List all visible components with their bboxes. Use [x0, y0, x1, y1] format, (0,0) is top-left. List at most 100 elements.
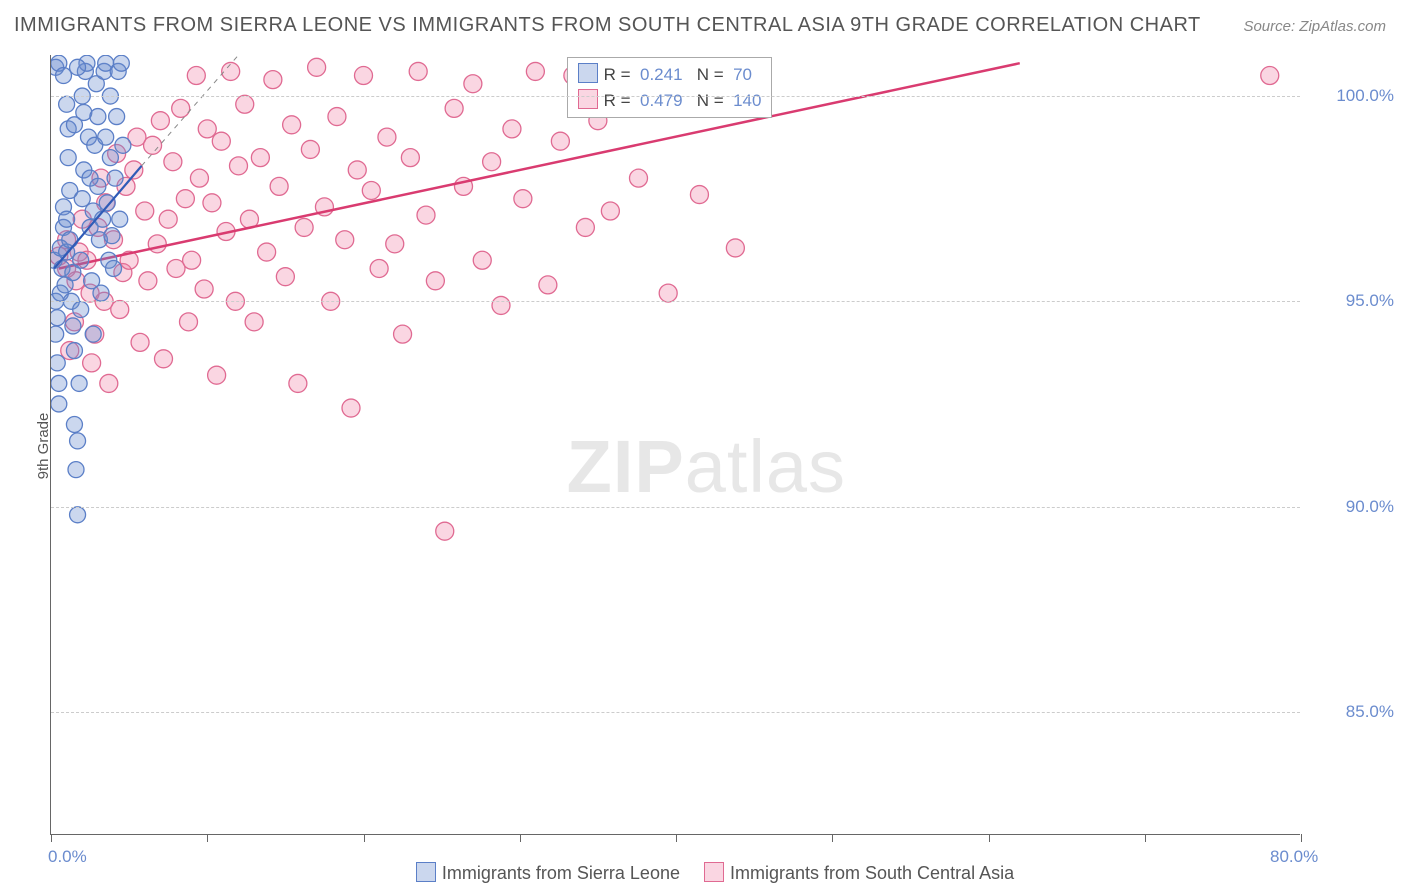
data-point [144, 136, 162, 154]
data-point [328, 108, 346, 126]
data-point [551, 132, 569, 150]
x-tick [989, 834, 990, 842]
data-point [104, 228, 120, 244]
data-point [56, 68, 72, 84]
data-point [539, 276, 557, 294]
data-point [73, 302, 89, 318]
data-point [66, 343, 82, 359]
data-point [378, 128, 396, 146]
data-point [180, 313, 198, 331]
y-tick-label: 85.0% [1346, 702, 1394, 722]
watermark-bold: ZIP [567, 425, 685, 508]
legend-label: Immigrants from Sierra Leone [442, 863, 680, 883]
data-point [90, 109, 106, 125]
data-point [51, 326, 64, 342]
data-point [464, 75, 482, 93]
data-point [139, 272, 157, 290]
legend-swatch [704, 862, 724, 882]
data-point [51, 310, 65, 326]
data-point [93, 285, 109, 301]
data-point [245, 313, 263, 331]
gridline-h [51, 96, 1300, 97]
gridline-h [51, 507, 1300, 508]
data-point [187, 67, 205, 85]
data-point [203, 194, 221, 212]
data-point [576, 218, 594, 236]
legend-stat-row: R = 0.479 N = 140 [578, 88, 762, 114]
legend-r-value: 0.479 [640, 91, 683, 110]
data-point [70, 507, 86, 523]
data-point [251, 149, 269, 167]
data-point [445, 99, 463, 117]
chart-title: IMMIGRANTS FROM SIERRA LEONE VS IMMIGRAN… [14, 14, 1201, 37]
data-point [283, 116, 301, 134]
data-point [70, 59, 86, 75]
data-point [60, 150, 76, 166]
data-point [503, 120, 521, 138]
data-point [65, 318, 81, 334]
data-point [301, 140, 319, 158]
watermark-rest: atlas [685, 425, 846, 508]
data-point [394, 325, 412, 343]
data-point [112, 211, 128, 227]
data-point [236, 95, 254, 113]
data-point [90, 178, 106, 194]
legend-label: Immigrants from South Central Asia [730, 863, 1014, 883]
x-tick-label: 0.0% [48, 847, 87, 867]
data-point [115, 137, 131, 153]
data-point [136, 202, 154, 220]
data-point [308, 58, 326, 76]
legend-stats: R = 0.241 N = 70R = 0.479 N = 140 [567, 57, 773, 118]
x-tick [207, 834, 208, 842]
data-point [151, 112, 169, 130]
data-point [276, 268, 294, 286]
data-point [172, 99, 190, 117]
data-point [51, 396, 67, 412]
data-point [492, 296, 510, 314]
data-point [66, 117, 82, 133]
legend-r-value: 0.241 [640, 65, 683, 84]
data-point [289, 374, 307, 392]
data-point [601, 202, 619, 220]
data-point [190, 169, 208, 187]
x-tick [676, 834, 677, 842]
data-point [195, 280, 213, 298]
data-point [59, 96, 75, 112]
data-point [109, 109, 125, 125]
x-tick [1301, 834, 1302, 842]
data-point [73, 252, 89, 268]
chart-container: IMMIGRANTS FROM SIERRA LEONE VS IMMIGRAN… [0, 0, 1406, 892]
plot-area: ZIPatlas R = 0.241 N = 70R = 0.479 N = 1… [50, 55, 1300, 835]
data-point [62, 232, 78, 248]
data-point [222, 62, 240, 80]
data-point [51, 355, 65, 371]
data-point [100, 374, 118, 392]
data-point [68, 462, 84, 478]
x-tick [364, 834, 365, 842]
data-point [473, 251, 491, 269]
data-point [258, 243, 276, 261]
data-point [107, 170, 123, 186]
data-point [401, 149, 419, 167]
data-point [212, 132, 230, 150]
data-point [348, 161, 366, 179]
y-tick-label: 100.0% [1336, 86, 1394, 106]
data-point [726, 239, 744, 257]
data-point [164, 153, 182, 171]
data-point [176, 190, 194, 208]
data-point [295, 218, 313, 236]
regression-line [59, 63, 1020, 268]
data-point [148, 235, 166, 253]
x-tick [51, 834, 52, 842]
data-point [59, 211, 75, 227]
data-point [426, 272, 444, 290]
legend-swatch [416, 862, 436, 882]
source-attribution: Source: ZipAtlas.com [1243, 18, 1386, 35]
data-point [264, 71, 282, 89]
data-point [436, 522, 454, 540]
legend-n-value: 140 [733, 91, 761, 110]
data-point [102, 150, 118, 166]
watermark: ZIPatlas [567, 424, 846, 509]
data-point [131, 333, 149, 351]
data-point [183, 251, 201, 269]
